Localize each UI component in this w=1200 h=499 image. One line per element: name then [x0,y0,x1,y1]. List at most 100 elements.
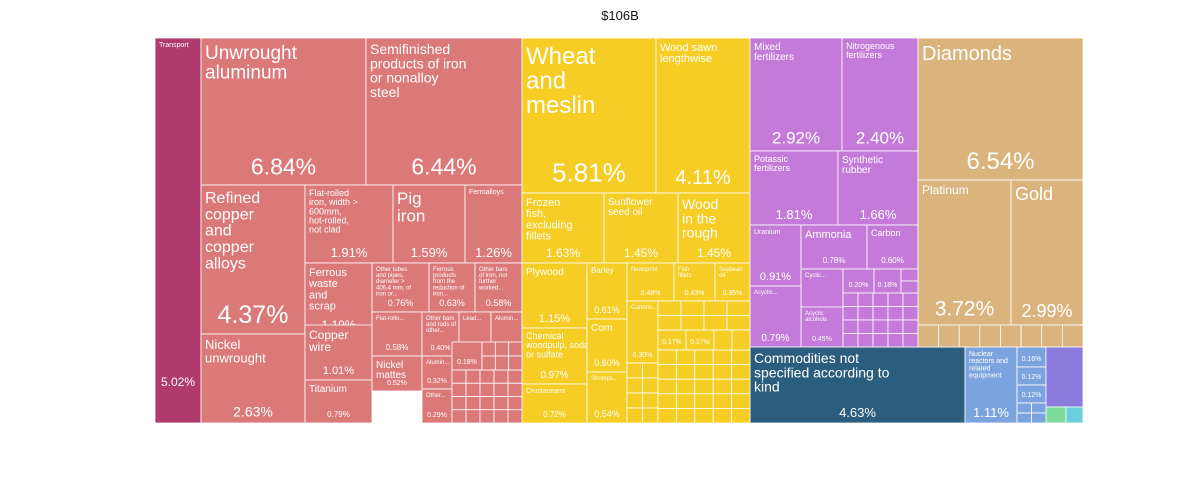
treemap-small-tile [842,292,859,307]
treemap-small-tile [857,319,874,334]
treemap-small-tile [657,378,677,395]
tile-share-label: 0.30% [633,352,653,359]
tile-share-label: 0.20% [849,282,869,289]
tile-gold [1010,179,1084,326]
tile-other-tubes-and-pipes-diameter-406-4-mm-of-iron-or [371,262,430,313]
tile-name-label: Nuclear reactors and related equipment [969,351,1008,379]
treemap-small-tile [900,280,919,294]
treemap-small-tile [712,407,733,424]
treemap-small-tile [703,315,728,331]
tile-name-label: Carbon [871,228,901,238]
treemap-small-tile [1031,412,1047,424]
treemap-small-tile [626,392,643,409]
tile-share-label: 2.99% [1021,301,1072,321]
treemap-small-tile [493,369,509,384]
tile-ammonia [800,224,868,270]
tile-name-label: Mixed fertilizers [754,42,794,63]
tile-share-label: 2.92% [772,128,820,147]
treemap-small-tile [1045,346,1084,408]
treemap-small-tile [857,306,874,321]
tile-ferrous-products-from-the-reduction-of-iron [428,262,476,313]
tile-share-label: 0.78% [823,256,846,265]
tile-flat-rolled-iron-width-600mm-hot-rolled-not-clad [304,184,394,264]
treemap-small-tile [1016,412,1032,424]
treemap-small-tile [479,396,495,411]
tile-name-label: Crustaceans [526,388,566,395]
tile-share-label: 1.59% [411,245,448,260]
treemap-small-tile [958,324,981,348]
tile-share-label: 0.79% [761,333,789,344]
tile-newsprint [626,262,675,302]
tile-nickel-mattes [371,355,423,392]
tile-share-label: 0.97% [540,370,568,381]
tile-name-label: Copper wire [308,328,348,354]
tile-share-label: 1.45% [697,246,731,260]
tile-ferrous-waste-and-scrap [304,262,373,336]
tile-name-label: Pig iron [397,189,425,225]
tile-name-label: Wood sawn lengthwise [660,42,717,65]
treemap-small-tile [887,319,904,334]
treemap-small-tile [508,341,523,357]
tile-share-label: 1.66% [860,207,897,222]
tile-name-label: Titanium [309,384,347,395]
tile-name-label: Chemical woodpulp, soda or sulfate [525,331,589,359]
treemap-small-tile [900,268,919,282]
tile-share-label: 0.35% [723,290,743,297]
tile-name-label: Synthetic rubber [842,155,883,176]
tile-name-label: Wheat and meslin [526,43,596,119]
treemap-small-tile [626,362,643,379]
tile-share-label: 0.91% [760,271,791,283]
tile-name-label: Ferroalloys [469,189,504,196]
tile-share-label: 0.63% [439,298,465,308]
treemap-small-tile [694,349,714,366]
tile-nickel-unwrought [200,333,306,424]
tile-copper-wire [304,324,373,381]
tile-commodities-not-specified-according-to-kind [749,346,966,424]
treemap-small-tile [676,378,696,395]
tile-uranium [749,224,802,287]
tile-share-label: 4.63% [839,405,876,420]
treemap-small-tile [642,407,659,424]
tile-share-label: 0.72% [543,410,566,419]
treemap-small-tile [887,306,904,321]
treemap-small-tile [626,407,643,424]
treemap-small-tile [842,333,859,348]
treemap-small-tile [451,409,467,424]
tile-name-label: Newsprint [631,267,658,273]
tile-wheat-and-meslin [521,37,657,194]
tile-share-label: 0.29% [427,412,447,419]
tile-share-label: 0.61% [594,305,620,315]
treemap-small-tile [465,382,481,397]
tile-titanium [304,379,373,424]
tile-share-label: 6.84% [251,154,316,180]
treemap-small-tile [507,369,523,384]
treemap-small-tile [712,364,733,380]
chart-title: $106B [601,8,639,23]
tile-name-label: Nitrogenous fertilizers [846,41,895,60]
tile-share-label: 1.45% [624,246,658,260]
treemap-small-tile [872,333,889,348]
tile-name-label: Semifinished products of iron or nonalloy s… [370,41,467,100]
treemap-small-tile [902,333,919,348]
treemap-small-tile [451,396,467,411]
treemap-small-tile [857,333,874,348]
tile-name-label: Other... [426,393,446,399]
tile-share-label: 0.17% [662,339,682,346]
treemap-small-tile [465,396,481,411]
treemap-small-tile [842,319,859,334]
treemap-small-tile [493,409,509,424]
tile-other [421,388,453,424]
treemap-small-tile [731,349,751,366]
tile-share-label: 6.44% [411,154,476,180]
treemap-small-tile [726,300,751,316]
treemap-small-tile [465,369,481,384]
tile-name-label: Shrimps... [591,376,618,382]
treemap-small-tile [676,393,696,409]
tile-name-label: Transport [159,42,189,49]
tile-name-label: Barley [591,266,614,275]
treemap-small-tile [479,409,495,424]
treemap-small-tile [726,315,751,331]
treemap-small-tile [887,333,904,348]
tile-diamonds [917,37,1084,181]
